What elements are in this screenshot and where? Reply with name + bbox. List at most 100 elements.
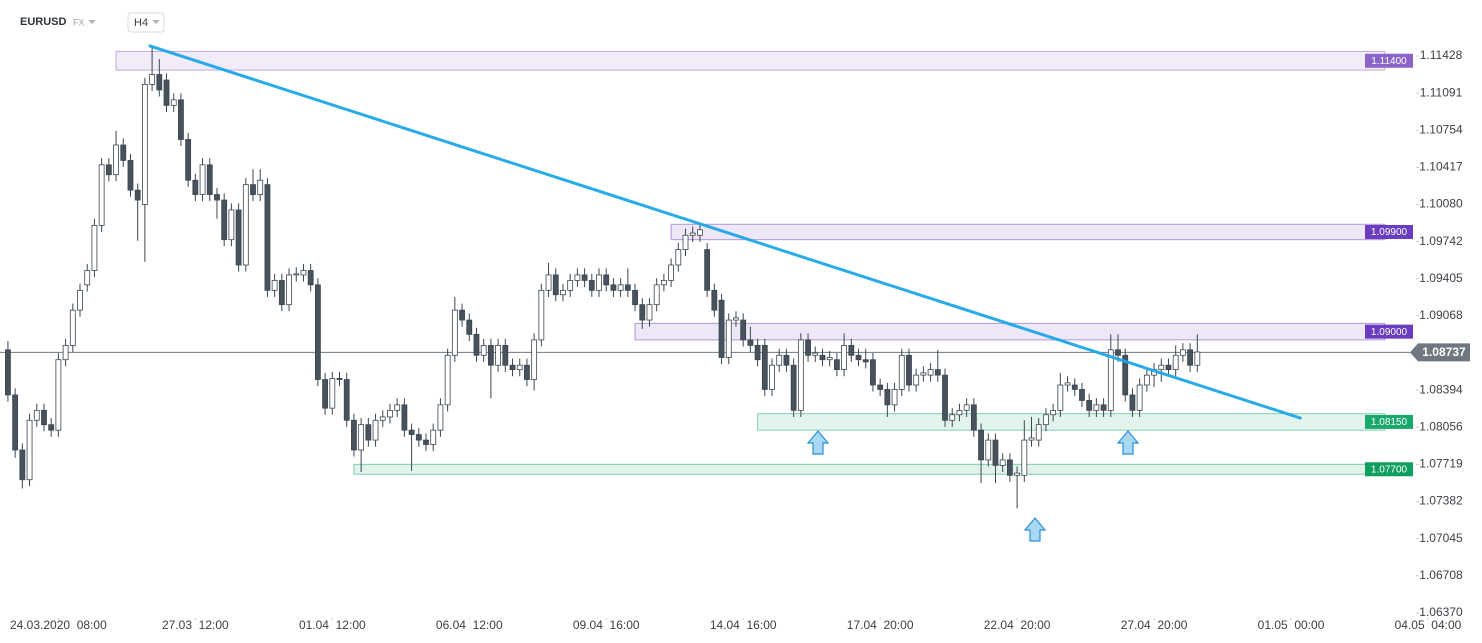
candle-body xyxy=(228,209,235,241)
candle-body xyxy=(343,379,350,421)
candle-body xyxy=(314,284,321,380)
candle-body xyxy=(769,364,775,390)
symbol[interactable]: EURUSD xyxy=(20,16,67,28)
interval-dropdown[interactable] xyxy=(152,20,160,24)
candle-body xyxy=(358,424,365,451)
x-tick-label: 27.03 12:00 xyxy=(162,618,229,632)
candle-body xyxy=(978,429,984,461)
candle-body xyxy=(459,309,465,321)
candle-body xyxy=(250,184,256,195)
x-tick-label: 14.04 16:00 xyxy=(710,618,777,632)
y-tick-label: 1.08394 xyxy=(1419,382,1463,396)
candle-body xyxy=(942,374,948,421)
y-tick-label: 1.10417 xyxy=(1419,160,1463,174)
y-tick-label: 1.10080 xyxy=(1419,197,1463,211)
candle-body xyxy=(221,199,228,241)
interval[interactable]: H4 xyxy=(134,17,148,29)
candle-body xyxy=(783,354,790,366)
candle-body xyxy=(192,179,199,195)
candle-body xyxy=(1006,459,1013,476)
candle-body xyxy=(1187,349,1193,366)
y-tick-label: 1.11091 xyxy=(1420,85,1463,99)
candle-body xyxy=(437,404,444,431)
zone-label: 1.09000 xyxy=(1371,327,1408,338)
zone xyxy=(115,50,1386,71)
symbol-dropdown[interactable] xyxy=(88,20,96,24)
x-tick-label: 24.03.2020 08:00 xyxy=(10,618,107,632)
candle-body xyxy=(423,439,429,445)
zone-label-box xyxy=(1365,462,1413,477)
candle-body xyxy=(682,234,689,250)
annotations xyxy=(806,430,1140,542)
candle-body xyxy=(91,224,98,271)
candle-body xyxy=(596,274,602,291)
candle-body xyxy=(278,280,285,306)
y-tick-label: 1.11428 xyxy=(1420,48,1463,62)
candle-body xyxy=(394,404,401,411)
candle-body xyxy=(797,339,804,411)
candle-body xyxy=(509,364,516,371)
candle-body xyxy=(1050,409,1057,416)
candle-body xyxy=(495,344,501,366)
candle-body xyxy=(617,284,624,291)
candle-body xyxy=(862,359,869,363)
candle-body xyxy=(545,274,552,291)
candle-body xyxy=(855,354,862,361)
candle-body xyxy=(877,384,884,390)
candle-body xyxy=(336,378,343,380)
candle-body xyxy=(214,194,220,201)
candle-body xyxy=(963,404,970,411)
candle-body xyxy=(307,270,314,286)
candle-body xyxy=(1107,349,1114,411)
candle-body xyxy=(1158,364,1165,371)
candle-body xyxy=(833,359,840,371)
candle-body xyxy=(1079,389,1085,401)
candle-body xyxy=(560,289,566,296)
candle-body xyxy=(653,284,660,306)
candle-body xyxy=(141,84,148,205)
candle-body xyxy=(69,309,76,346)
axes: 1.11428 1.11091 1.10754 1.10417 1.10080 1.097… xyxy=(10,48,1463,632)
candle-body xyxy=(992,439,999,466)
candle-body xyxy=(77,289,83,311)
zone-label-box xyxy=(1365,224,1413,239)
y-tick-label: 1.06708 xyxy=(1419,568,1463,582)
x-tick-label: 01.04 12:00 xyxy=(299,618,366,632)
x-tick-label: 09.04 16:00 xyxy=(573,618,640,632)
candle-body xyxy=(819,354,826,361)
x-tick-label: 27.04 20:00 xyxy=(1121,618,1188,632)
trendline-layer xyxy=(148,44,1302,420)
candle-body xyxy=(516,364,523,371)
candle-body xyxy=(812,352,819,356)
interval-box[interactable] xyxy=(127,12,165,33)
candle-body xyxy=(286,274,292,306)
candle-body xyxy=(163,79,170,106)
up-arrow xyxy=(806,430,830,455)
y-tick-label: 1.10754 xyxy=(1419,122,1463,136)
candle-body xyxy=(379,416,386,421)
candle-body xyxy=(970,404,977,431)
candle-body xyxy=(790,364,797,411)
y-tick-label: 1.07382 xyxy=(1419,494,1463,508)
x-tick-label: 04.05 04:00 xyxy=(1395,618,1462,632)
candle-body xyxy=(372,419,379,441)
current-price-box xyxy=(1410,343,1470,362)
candle-body xyxy=(660,280,667,286)
candle-body xyxy=(927,369,934,376)
candle-body xyxy=(235,209,242,266)
zone xyxy=(670,223,1386,241)
candle-body xyxy=(408,429,415,435)
candle-body xyxy=(33,409,40,421)
candle-body xyxy=(920,372,927,376)
candle-body xyxy=(1028,437,1035,441)
candle-body xyxy=(870,359,876,386)
candle-body xyxy=(1172,354,1179,371)
candle-body xyxy=(531,339,538,380)
candle-body xyxy=(1143,374,1150,386)
candle-body xyxy=(444,354,451,406)
x-tick-label: 06.04 12:00 xyxy=(436,618,503,632)
candle-body xyxy=(538,289,545,341)
y-tick-label: 1.09405 xyxy=(1419,271,1463,285)
candle-body xyxy=(1086,400,1093,411)
y-tick-label: 1.07719 xyxy=(1419,457,1463,471)
